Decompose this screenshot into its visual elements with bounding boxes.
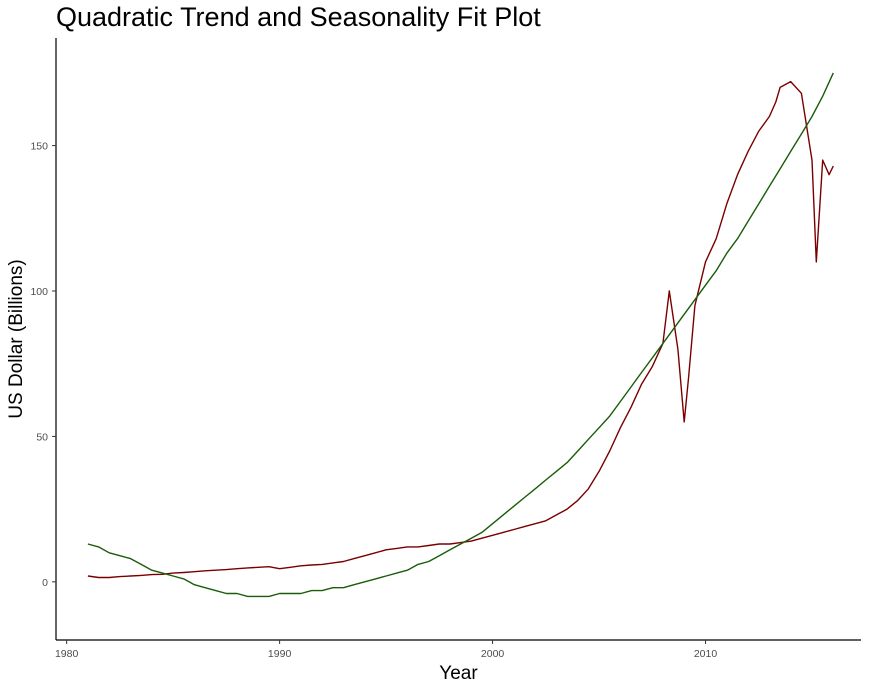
x-tick-label: 2000 [481,648,505,660]
y-axis-title: US Dollar (Billions) [6,259,27,418]
y-axis-ticks: 0 50 100 150 [30,141,56,589]
chart-title: Quadratic Trend and Seasonality Fit Plot [56,2,541,32]
series-line-1 [87,72,834,598]
x-axis-title: Year [439,663,478,684]
y-tick-label: 100 [30,286,48,298]
y-tick-label: 50 [36,431,48,443]
x-tick-label: 2010 [694,648,718,660]
x-tick-label: 1980 [55,648,79,660]
series-layer [87,72,834,598]
series-line-0 [87,80,834,579]
y-tick-label: 0 [42,577,48,589]
x-axis-ticks: 1980 1990 2000 2010 [55,640,717,660]
y-tick-label: 150 [30,141,48,153]
x-tick-label: 1990 [268,648,292,660]
